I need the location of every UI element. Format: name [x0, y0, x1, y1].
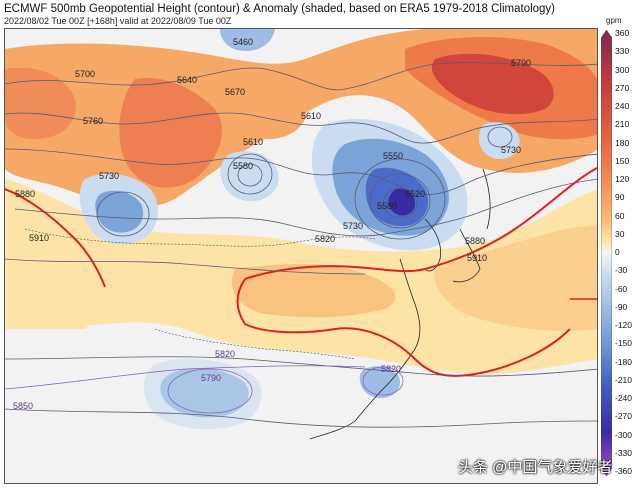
colorbar-tick-label: 330 — [615, 46, 630, 57]
colorbar-tick-label: -270 — [615, 411, 633, 422]
contour-label: 5460 — [233, 37, 253, 47]
colorbar-tick-label: -330 — [615, 447, 633, 458]
contour-label: 5610 — [243, 137, 263, 147]
colorbar-tick-label: 270 — [615, 82, 630, 93]
contour-5880-west — [5, 188, 106, 288]
colorbar-tick-label: 300 — [615, 64, 630, 75]
contour-label: 5520 — [405, 189, 425, 199]
anomaly-negative-west-low-core — [95, 190, 144, 233]
height-contours — [5, 62, 597, 428]
colorbar-tick-label: 60 — [615, 210, 625, 221]
anomaly-negative-south-china-sea-outer — [143, 358, 262, 430]
contour-5880-south — [236, 278, 571, 377]
anomaly-negative-north-top — [220, 29, 275, 51]
anomaly-light-positive-area-west — [5, 179, 96, 329]
anomaly-map: 5460 5700 5640 5670 5760 5610 5580 5610 … — [5, 29, 597, 483]
contour-label: 5700 — [75, 69, 95, 79]
contour-label: 5820 — [215, 349, 235, 359]
contour-label: 5730 — [99, 171, 119, 181]
anomaly-positive-west-core — [5, 67, 76, 139]
colorbar-tick-label: 210 — [615, 119, 630, 130]
contour-label: 5730 — [501, 145, 521, 155]
anomaly-negative-philippines — [359, 366, 401, 399]
colorbar-tick-label: -180 — [615, 356, 633, 367]
anomaly-weak-positive-china — [231, 264, 396, 318]
colorbar-tick-label: -300 — [615, 429, 633, 440]
colorbar-unit: gpm — [606, 16, 622, 25]
colorbar-tick-label: 0 — [615, 247, 620, 257]
contour-label: 5820 — [315, 234, 335, 244]
colorbar-tick-label: -90 — [615, 301, 628, 312]
contour-label: 5670 — [225, 87, 245, 97]
country-borders — [24, 228, 376, 360]
colorbar-gradient — [601, 30, 612, 476]
contour-label: 5730 — [343, 221, 363, 231]
contour-label: 5610 — [301, 111, 321, 121]
contour-label: 5760 — [83, 116, 103, 126]
coastline-japan — [452, 168, 491, 283]
contour-label: 5790 — [511, 58, 531, 68]
contour-label: 5880 — [15, 189, 35, 199]
colorbar-tick-label: 120 — [615, 174, 630, 184]
colorbar-tick-label: -150 — [615, 338, 633, 349]
contour-label: 5550 — [383, 151, 403, 161]
map-subtitle: 2022/08/02 Tue 00Z [+168h] valid at 2022… — [4, 16, 232, 26]
colorbar-tick-label: -120 — [615, 320, 633, 330]
colorbar-tick-label: -240 — [615, 393, 633, 403]
contour-label: 5820 — [381, 364, 401, 374]
watermark: 头条 @中国气象爱好者 — [458, 459, 613, 476]
anomaly-negative-kamchatka — [479, 122, 520, 159]
anomaly-negative-manchuria-center — [388, 188, 415, 216]
colorbar-tick-label: -210 — [615, 374, 633, 385]
contour-label: 5910 — [467, 253, 487, 263]
anomaly-positive-central-north — [219, 82, 306, 139]
colorbar-tick-label: 90 — [615, 192, 625, 203]
contour-label: 5580 — [377, 201, 397, 211]
contour-label: 5850 — [13, 401, 33, 411]
map-title: ECMWF 500mb Geopotential Height (contour… — [4, 3, 556, 15]
colorbar-tick-label: 150 — [615, 155, 630, 166]
colorbar-tick-label: 360 — [615, 28, 630, 38]
contour-label: 5790 — [201, 373, 221, 383]
colorbar-tick-label: -30 — [615, 265, 628, 276]
map-panel: 5460 5700 5640 5670 5760 5610 5580 5610 … — [4, 28, 598, 484]
contour-5880-main — [244, 166, 597, 280]
colorbar-tick-label: 180 — [615, 137, 630, 148]
height-contours-south — [5, 365, 404, 414]
colorbar-tick-label: 240 — [615, 101, 630, 111]
anomaly-positive-north-core — [119, 78, 223, 188]
colorbar-tick-label: -360 — [615, 466, 633, 476]
colorbar-tick-label: 30 — [615, 228, 625, 239]
colorbar-tick-label: -60 — [615, 283, 628, 294]
contour-label: 5580 — [233, 161, 253, 171]
anomaly-weak-positive-pacific — [434, 224, 597, 331]
coastline — [309, 258, 421, 440]
coastline-korea — [424, 218, 442, 272]
anomaly-strong-positive-northeast — [431, 53, 554, 115]
contour-label: 5640 — [177, 75, 197, 85]
contour-label: 5880 — [465, 236, 485, 246]
colorbar — [601, 30, 612, 476]
contour-label: 5910 — [29, 233, 49, 243]
